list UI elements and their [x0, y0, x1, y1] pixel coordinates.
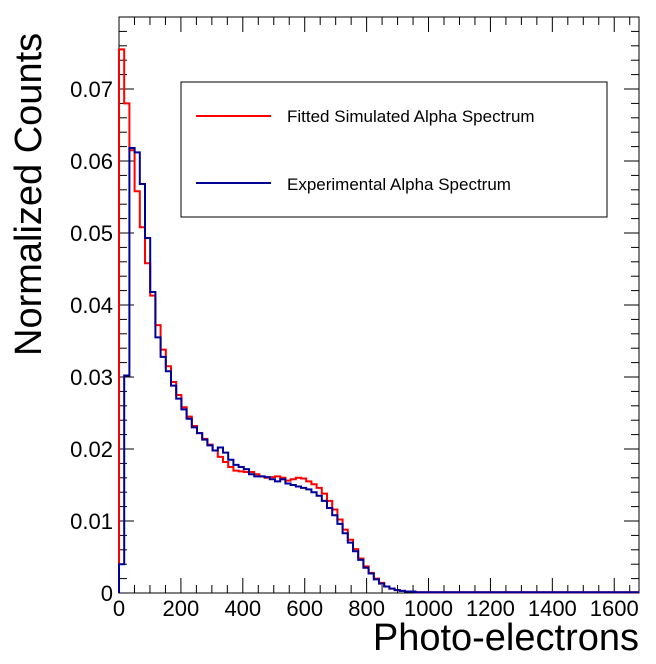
legend-label-experimental: Experimental Alpha Spectrum [287, 175, 511, 194]
x-tick-label: 1400 [528, 596, 577, 621]
legend-box [180, 81, 608, 218]
y-tick-label: 0.03 [70, 365, 113, 390]
y-tick-label: 0 [101, 581, 113, 606]
y-tick-label: 0.02 [70, 437, 113, 462]
legend: Fitted Simulated Alpha Spectrum Experime… [180, 81, 608, 218]
series-line-experimental [118, 147, 639, 594]
x-tick-label: 200 [163, 596, 200, 621]
x-axis-title: Photo-electrons [373, 617, 639, 659]
x-tick-label: 600 [286, 596, 323, 621]
x-tick-label: 800 [348, 596, 385, 621]
x-tick-label: 1600 [590, 596, 639, 621]
y-tick-label: 0.01 [70, 509, 113, 534]
x-tick-label: 400 [224, 596, 261, 621]
x-tick-label: 0 [113, 596, 125, 621]
series-layer [118, 48, 639, 594]
y-axis-title: Normalized Counts [8, 33, 50, 356]
y-tick-label: 0.06 [70, 149, 113, 174]
y-tick-label: 0.07 [70, 77, 113, 102]
y-tick-label: 0.04 [70, 293, 113, 318]
y-tick-label: 0.05 [70, 221, 113, 246]
legend-label-simulated: Fitted Simulated Alpha Spectrum [287, 107, 535, 126]
tick-labels: 0 200 400 600 800 1000 1200 1400 1600 0 0.01 0.02 0.… [70, 77, 639, 621]
x-tick-label: 1000 [404, 596, 453, 621]
x-tick-label: 1200 [466, 596, 515, 621]
axis-ticks [118, 17, 639, 594]
